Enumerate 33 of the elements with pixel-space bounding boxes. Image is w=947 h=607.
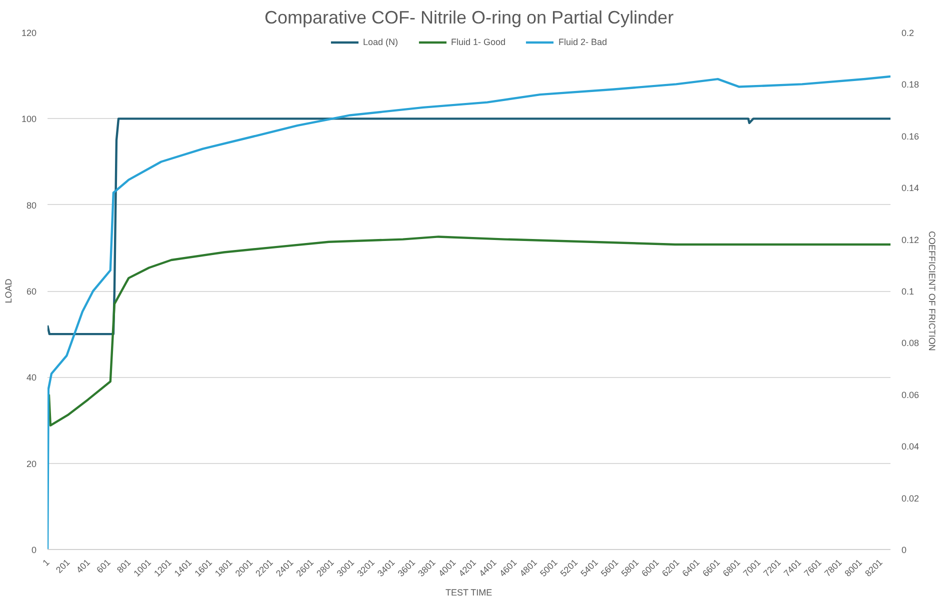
y2-tick-label: 0.14 bbox=[902, 183, 920, 194]
y-axis-title: LOAD bbox=[3, 278, 14, 304]
line-series bbox=[48, 75, 890, 550]
y-tick-label: 80 bbox=[26, 200, 37, 210]
legend-label: Fluid 1- Good bbox=[450, 37, 506, 47]
y-tick-label: 0 bbox=[31, 545, 37, 555]
line-series bbox=[48, 236, 890, 427]
y2-tick-label: 0.02 bbox=[902, 493, 920, 504]
y2-tick-label: 0.1 bbox=[902, 286, 914, 296]
y2-tick-label: 0.2 bbox=[902, 28, 914, 38]
y-tick-label: 60 bbox=[26, 286, 37, 296]
y-tick-label: 40 bbox=[26, 372, 37, 383]
x-tick-label: 601 bbox=[94, 557, 112, 576]
y2-tick-label: 0.08 bbox=[902, 338, 920, 348]
y2-tick-label: 0 bbox=[902, 545, 907, 555]
line-series bbox=[48, 118, 890, 336]
y-tick-label: 20 bbox=[26, 458, 37, 469]
x-tick-label: 201 bbox=[54, 557, 72, 576]
y2-tick-label: 0.04 bbox=[902, 442, 920, 452]
y2-axis-title: COEFFICIENT OF FRICTION bbox=[927, 231, 938, 351]
x-tick-label: 1 bbox=[40, 557, 52, 568]
y2-tick-label: 0.16 bbox=[902, 131, 920, 142]
x-axis-title: TEST TIME bbox=[446, 588, 492, 598]
x-tick-label: 801 bbox=[114, 557, 133, 576]
y2-tick-label: 0.12 bbox=[902, 234, 920, 245]
legend-label: Fluid 2- Bad bbox=[558, 37, 608, 47]
y2-tick-label: 0.18 bbox=[902, 80, 920, 90]
chart-title: Comparative COF- Nitrile O-ring on Partial Cylinder bbox=[264, 8, 674, 28]
y2-tick-label: 0.06 bbox=[902, 390, 920, 400]
y-tick-label: 100 bbox=[21, 114, 37, 124]
x-tick-label: 401 bbox=[74, 557, 92, 576]
y-tick-label: 120 bbox=[21, 28, 37, 38]
legend-label: Load (N) bbox=[362, 37, 398, 47]
